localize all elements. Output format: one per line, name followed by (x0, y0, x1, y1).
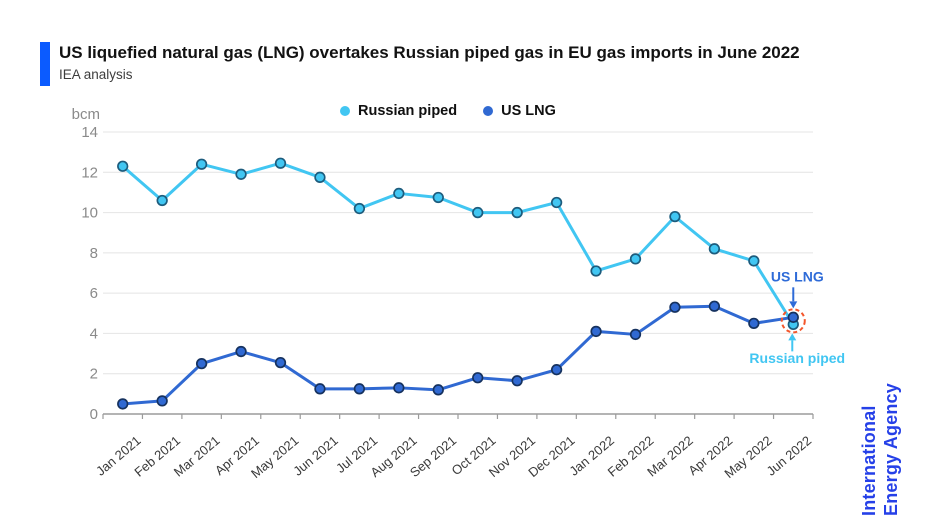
chart-legend: Russian piped US LNG (340, 103, 556, 119)
title-accent-bar (40, 42, 50, 86)
y-axis-unit-label: bcm (72, 106, 100, 123)
svg-text:8: 8 (90, 245, 98, 262)
annotation-us-lng: US LNG (771, 268, 824, 309)
page-title: US liquefied natural gas (LNG) overtakes… (59, 43, 800, 62)
gridlines (103, 131, 813, 375)
svg-text:2: 2 (90, 366, 98, 383)
page-subtitle: IEA analysis (59, 67, 133, 82)
annotation-russian-piped: Russian piped (749, 333, 845, 366)
header-text: US liquefied natural gas (LNG) overtakes… (59, 42, 800, 86)
highlight-circle (780, 308, 806, 334)
legend-dot-russian-piped-icon (340, 106, 350, 116)
legend-dot-us-lng-icon (483, 106, 494, 116)
svg-text:Jun 2021: Jun 2021 (290, 433, 341, 479)
legend-label-us-lng: US LNG (501, 103, 556, 119)
series-us-lng (117, 300, 799, 410)
svg-text:10: 10 (81, 205, 98, 222)
svg-text:4: 4 (90, 325, 98, 342)
legend-item-russian-piped[interactable]: Russian piped (340, 103, 457, 119)
x-axis (102, 413, 814, 419)
svg-text:14: 14 (81, 124, 98, 141)
svg-text:0: 0 (90, 406, 98, 423)
svg-text:12: 12 (81, 164, 98, 181)
series-russian-piped (117, 157, 799, 331)
svg-text:Russian piped: Russian piped (749, 350, 845, 366)
svg-text:Jun 2022: Jun 2022 (764, 433, 815, 479)
svg-text:6: 6 (90, 285, 98, 302)
legend-label-russian-piped: Russian piped (358, 103, 458, 119)
header: US liquefied natural gas (LNG) overtakes… (40, 42, 800, 86)
svg-text:US LNG: US LNG (771, 268, 824, 284)
legend-item-us-lng[interactable]: US LNG (483, 103, 556, 119)
